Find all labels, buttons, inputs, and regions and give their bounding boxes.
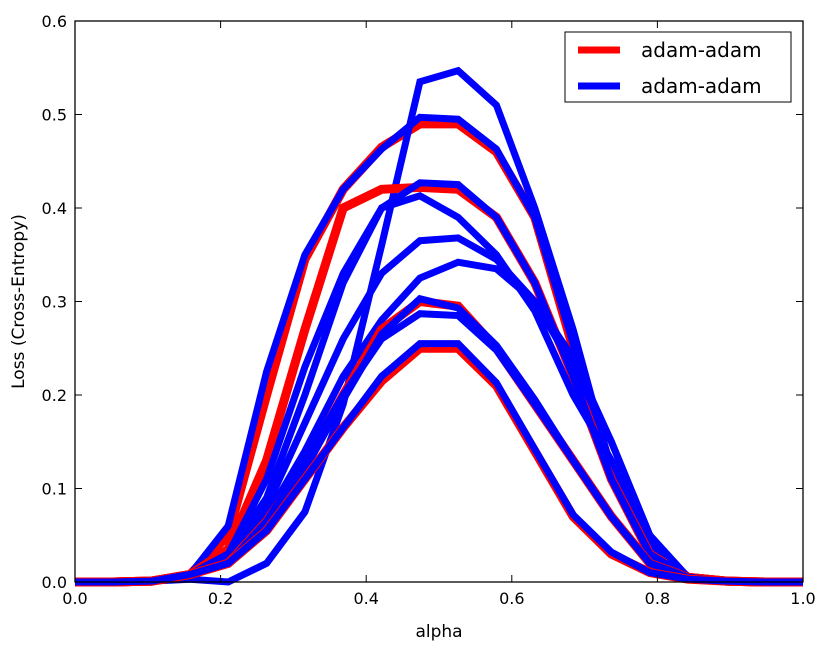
y-tick-label: 0.3 <box>42 293 67 312</box>
series-line-10 <box>75 310 803 586</box>
y-tick-label: 0.4 <box>42 199 67 218</box>
y-axis-label: Loss (Cross-Entropy) <box>9 214 29 389</box>
x-tick-label: 0.6 <box>499 589 524 608</box>
legend: adam-adam adam-adam <box>564 31 792 103</box>
x-tick-label: 0.4 <box>353 589 378 608</box>
y-tick-label: 0.1 <box>42 480 67 499</box>
x-axis-label: alpha <box>415 622 462 642</box>
series-line-6 <box>75 234 803 586</box>
x-tick-label: 1.0 <box>790 589 815 608</box>
legend-label-blue: adam-adam <box>641 74 762 98</box>
y-tick-label: 0.0 <box>42 573 67 592</box>
x-tick-label: 0.2 <box>208 589 233 608</box>
series-line-11 <box>75 343 803 587</box>
series-line-7 <box>75 258 803 586</box>
y-tick-label: 0.5 <box>42 106 67 125</box>
series-line-12 <box>75 340 803 586</box>
legend-box <box>564 31 792 103</box>
series-layer <box>75 66 803 587</box>
x-tick-label: 0.8 <box>645 589 670 608</box>
series-line-3 <box>75 182 803 587</box>
y-tick-label: 0.6 <box>42 12 67 31</box>
x-tick-label: 0.0 <box>62 589 87 608</box>
tick-layer: 0.0 0.2 0.4 0.6 0.8 1.0 0.0 0.1 0.2 0.3 0.4 0.5 0.6 <box>42 12 816 608</box>
series-line-5 <box>75 192 803 586</box>
y-tick-label: 0.2 <box>42 386 67 405</box>
legend-label-red: adam-adam <box>641 38 762 62</box>
series-line-2 <box>75 66 803 586</box>
